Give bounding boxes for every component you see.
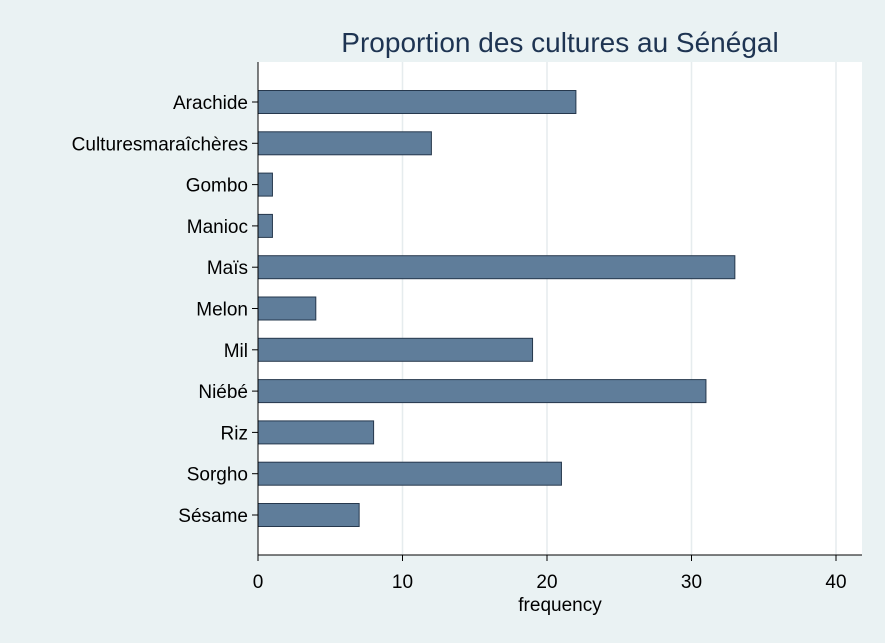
x-tick-label: 10 <box>392 572 413 593</box>
category-label: Gombo <box>186 176 248 197</box>
category-label: Riz <box>221 423 248 444</box>
category-label: Arachide <box>173 93 248 114</box>
x-tick-label: 0 <box>253 572 264 593</box>
x-axis-title: frequency <box>518 595 602 616</box>
category-labels: Arachide Culturesmaraîchères Gombo Manioc Ma… <box>72 93 258 527</box>
bar-manioc <box>257 213 273 238</box>
category-label: Manioc <box>187 217 248 238</box>
x-tick-label: 20 <box>536 572 557 593</box>
category-label: Sésame <box>178 506 248 527</box>
category-label: Melon <box>196 300 248 321</box>
bar-niebe <box>257 379 707 404</box>
category-label: Mil <box>224 341 248 362</box>
bar-riz <box>257 420 375 445</box>
chart-title: Proportion des cultures au Sénégal <box>341 27 778 58</box>
bar-mil <box>257 337 534 362</box>
category-label: Niébé <box>198 382 248 403</box>
category-label: Maïs <box>207 258 248 279</box>
category-label: Sorgho <box>187 465 248 486</box>
bar-sesame <box>257 503 360 527</box>
bar-culturesmaraicheres <box>257 131 432 156</box>
bar-melon <box>257 296 317 321</box>
bar-mais <box>257 255 736 280</box>
bar-gombo <box>257 172 273 197</box>
category-label: Culturesmaraîchères <box>72 134 248 155</box>
bars <box>257 90 736 527</box>
x-tick-label: 40 <box>825 572 846 593</box>
bar-sorgho <box>257 461 562 486</box>
x-tick-label: 30 <box>681 572 702 593</box>
bar-arachide <box>257 90 577 114</box>
x-axis-ticks: 0 10 20 30 40 <box>253 555 847 593</box>
